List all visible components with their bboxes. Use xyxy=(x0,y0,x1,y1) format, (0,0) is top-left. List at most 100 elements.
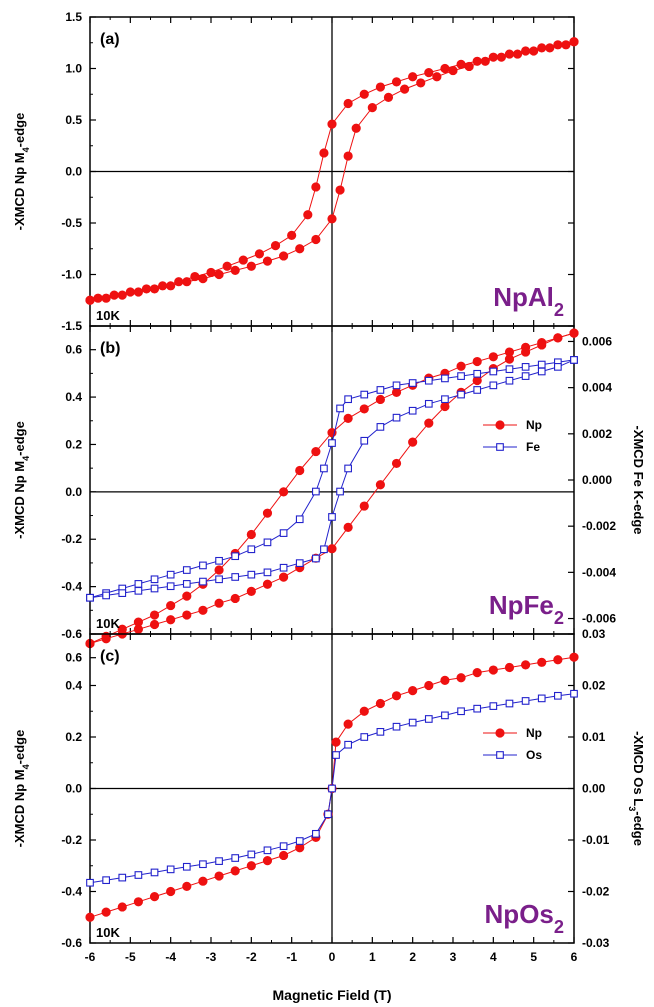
data-point-np xyxy=(424,68,434,78)
y-tick-label: 0.2 xyxy=(65,437,82,451)
y-tick-label: 0.4 xyxy=(65,390,82,404)
y2-tick-label: -0.004 xyxy=(582,565,616,579)
data-point-np xyxy=(408,72,418,82)
data-point-np xyxy=(222,261,232,271)
data-point-os xyxy=(473,704,482,713)
data-point-fe xyxy=(150,575,159,584)
data-point-np xyxy=(391,387,402,397)
compound-label: NpAl2 xyxy=(493,282,564,320)
data-point-np xyxy=(537,657,547,667)
data-point-np xyxy=(93,293,103,303)
y2-tick-label: 0.004 xyxy=(582,381,612,395)
data-point-np xyxy=(254,249,264,259)
y-axis-label: -XMCD Np M4-edge xyxy=(12,113,31,231)
y-tick-label: -0.2 xyxy=(61,833,82,847)
data-point-fe xyxy=(150,584,159,593)
data-point-np xyxy=(109,290,119,300)
y-tick-label: -1.0 xyxy=(61,268,82,282)
x-tick-label: 2 xyxy=(409,950,416,964)
y2-tick-label: -0.006 xyxy=(582,612,616,626)
data-point-np xyxy=(553,655,563,665)
data-point-np xyxy=(367,103,377,113)
data-point-fe xyxy=(263,568,272,577)
data-point-np xyxy=(375,698,385,709)
data-point-fe xyxy=(86,593,94,602)
data-point-fe xyxy=(279,529,288,537)
y-tick-label: -0.2 xyxy=(61,532,82,546)
panel-1: 1.5 1.0 0.5 0.0 -0.5 -1.0 -1.5 (a) 10K NpAl2 -XMCD… xyxy=(12,10,579,333)
data-point-np xyxy=(343,151,353,161)
data-point-os xyxy=(505,699,514,708)
data-point-fe xyxy=(182,580,191,588)
x-tick-label: 1 xyxy=(369,950,376,964)
data-point-np xyxy=(133,624,143,634)
data-point-os xyxy=(215,857,223,865)
y-tick-label: 0.0 xyxy=(65,165,82,179)
data-point-np xyxy=(456,361,466,371)
data-point-os xyxy=(199,860,207,869)
data-point-np xyxy=(440,401,450,412)
legend-marker-fe xyxy=(496,443,504,451)
data-point-os xyxy=(360,733,369,741)
data-point-os xyxy=(408,718,417,727)
data-point-fe xyxy=(320,464,328,473)
x-tick-label: 4 xyxy=(490,950,497,964)
y2-axis-label: -XMCD Os L3-edge xyxy=(627,731,646,846)
y-tick-label: -0.6 xyxy=(61,627,82,641)
data-point-np xyxy=(359,89,369,99)
data-point-np xyxy=(149,619,160,630)
data-point-np xyxy=(553,40,563,50)
data-point-fe xyxy=(312,487,320,496)
data-point-fe xyxy=(199,577,207,586)
data-point-np xyxy=(246,261,256,271)
data-point-np xyxy=(214,269,224,280)
y2-tick-label: -0.03 xyxy=(582,936,610,950)
data-point-os xyxy=(166,865,175,874)
data-point-np xyxy=(520,347,531,357)
y-tick-label: 0.0 xyxy=(65,485,82,499)
data-point-os xyxy=(231,854,240,862)
data-point-np xyxy=(166,281,176,291)
data-point-np xyxy=(198,876,208,886)
x-tick-label: -3 xyxy=(206,950,217,964)
data-point-fe xyxy=(134,586,143,595)
data-point-np xyxy=(125,287,135,297)
data-point-np xyxy=(85,295,95,305)
data-point-np xyxy=(158,281,168,291)
data-point-fe xyxy=(166,582,175,591)
data-point-os xyxy=(332,751,340,759)
data-point-np xyxy=(383,92,394,102)
data-point-np xyxy=(117,902,127,912)
data-point-fe xyxy=(102,591,110,600)
data-point-os xyxy=(424,715,433,723)
y-tick-label: 0.5 xyxy=(65,113,82,127)
data-point-fe xyxy=(182,566,191,574)
legend-marker-np xyxy=(495,728,505,738)
data-point-np xyxy=(448,65,458,76)
data-point-np xyxy=(246,586,256,596)
data-point-np xyxy=(504,662,515,673)
data-point-np xyxy=(375,82,385,92)
data-point-np xyxy=(424,418,434,428)
data-point-np xyxy=(182,881,192,891)
data-point-fe xyxy=(231,552,240,561)
temperature-label: 10K xyxy=(96,616,120,631)
y2-tick-label: 0.02 xyxy=(582,679,606,693)
data-point-np xyxy=(424,680,434,691)
data-point-np xyxy=(166,600,176,611)
data-point-fe xyxy=(295,559,304,567)
data-point-np xyxy=(166,615,176,625)
data-point-np xyxy=(246,861,256,871)
data-point-fe xyxy=(489,381,498,390)
data-point-np xyxy=(391,77,402,87)
data-point-np xyxy=(182,591,192,601)
y-tick-label: 0.0 xyxy=(65,782,82,796)
data-point-np xyxy=(303,210,313,220)
data-point-fe xyxy=(408,379,417,387)
y-tick-label: -0.5 xyxy=(61,216,82,230)
data-point-np xyxy=(375,394,385,405)
data-point-fe xyxy=(199,561,207,570)
data-point-os xyxy=(537,694,546,703)
data-point-np xyxy=(529,46,539,56)
